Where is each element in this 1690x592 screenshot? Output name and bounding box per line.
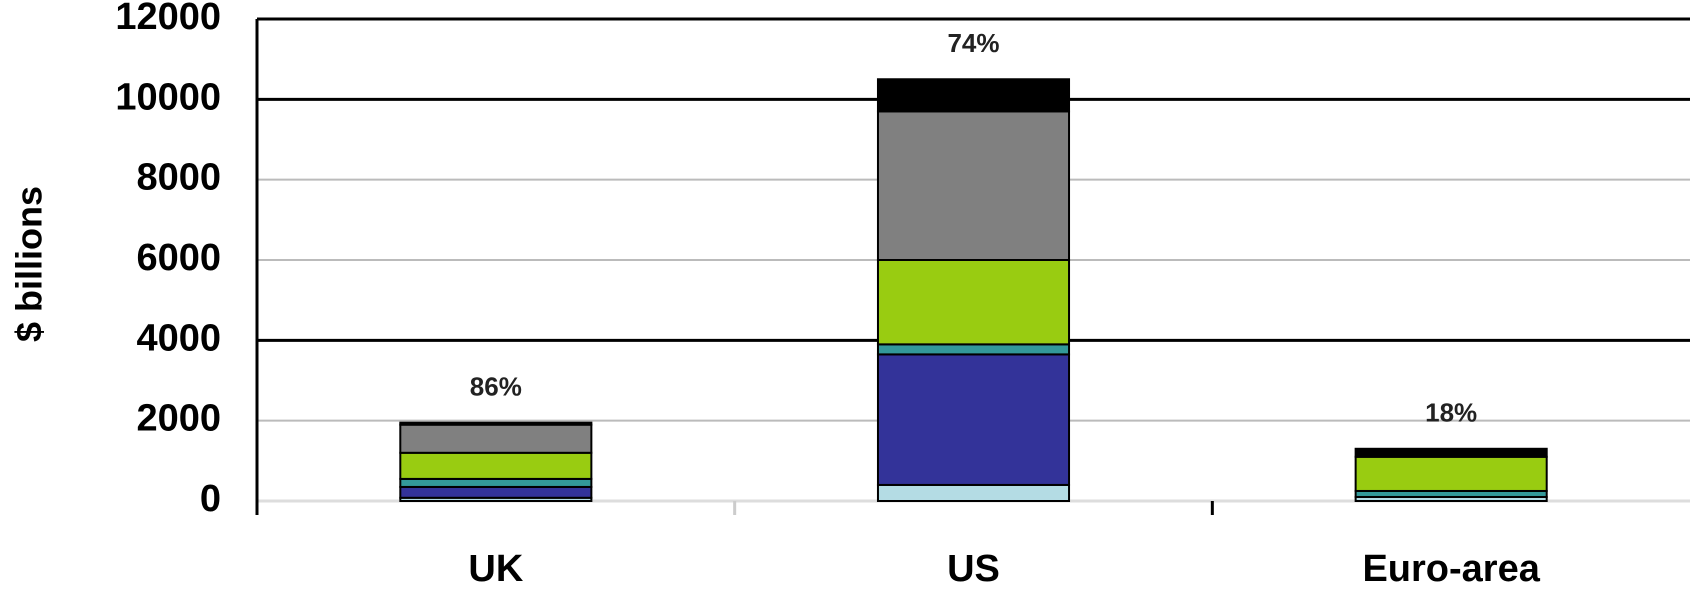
- bar-segment: [399, 451, 593, 480]
- bar-segment: [876, 110, 1071, 261]
- bar-segment: [876, 353, 1071, 486]
- y-tick-label: 8000: [136, 157, 221, 199]
- y-tick-label: 4000: [136, 317, 221, 359]
- bar-segment: [399, 421, 593, 426]
- x-tick-label: US: [947, 548, 1000, 590]
- x-tick-label: Euro-area: [1362, 548, 1540, 590]
- bar-segment: [399, 477, 593, 488]
- y-tick-label: 10000: [115, 76, 221, 118]
- bar-segment: [399, 423, 593, 454]
- bar-label: 18%: [1425, 398, 1477, 428]
- x-tick-label: UK: [468, 548, 523, 590]
- bar-segment: [876, 78, 1071, 113]
- bar-segment: [876, 483, 1071, 502]
- bar-label: 86%: [470, 372, 522, 402]
- bar-segment: [1354, 455, 1548, 492]
- y-axis-label: $ billions: [9, 186, 50, 342]
- y-tick-label: 12000: [115, 0, 221, 38]
- bar-segment: [399, 485, 593, 499]
- bar-segment: [876, 259, 1071, 346]
- y-tick-label: 0: [200, 478, 221, 520]
- bar-label: 74%: [947, 28, 999, 58]
- y-tick-label: 6000: [136, 237, 221, 279]
- bar-segment: [876, 343, 1071, 356]
- y-tick-label: 2000: [136, 398, 221, 440]
- bar-segment: [1354, 447, 1548, 458]
